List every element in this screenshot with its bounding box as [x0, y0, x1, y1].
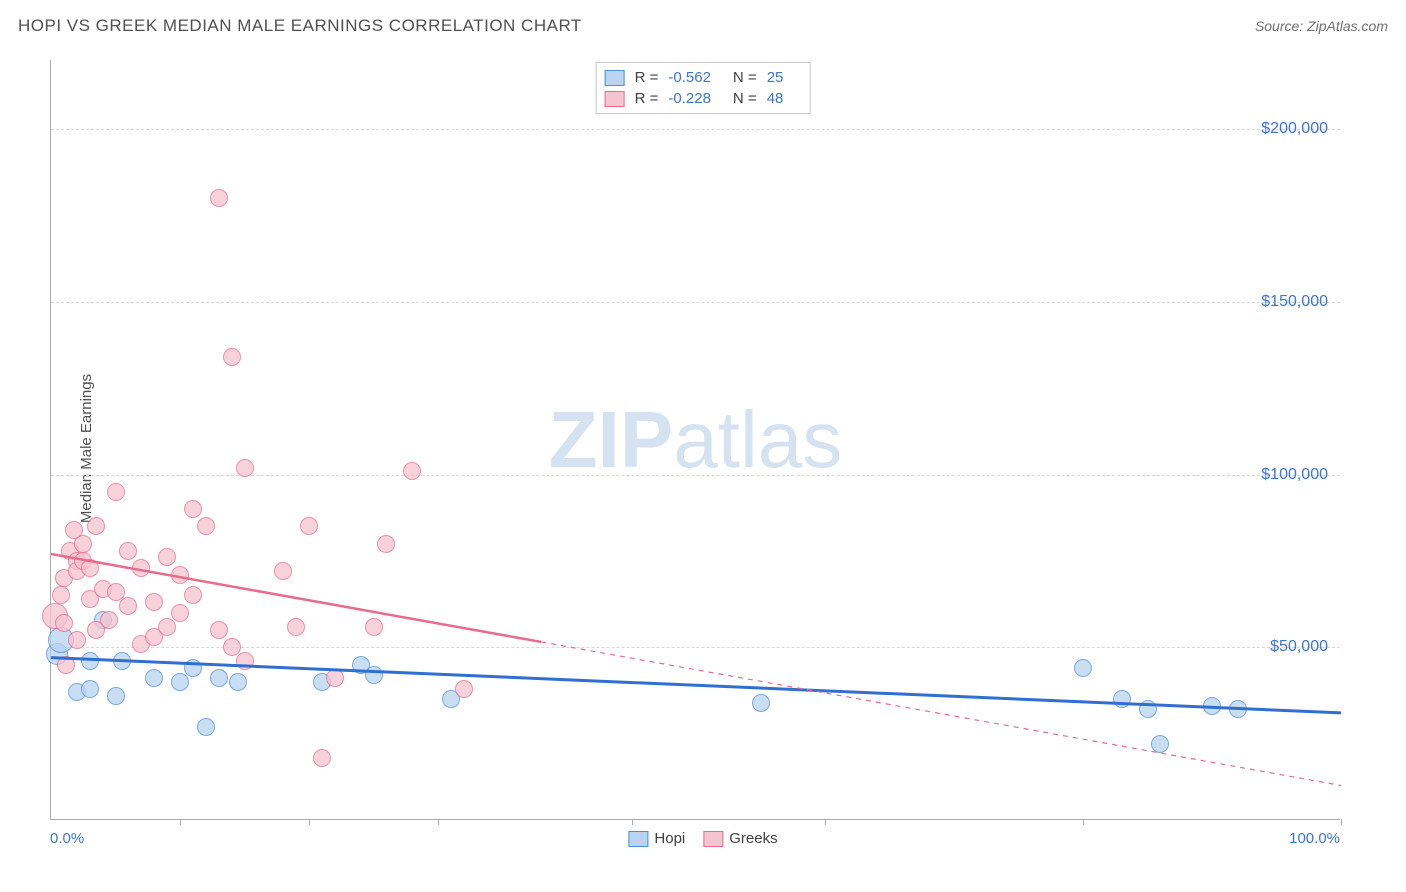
- data-point: [158, 548, 176, 566]
- data-point: [210, 669, 228, 687]
- legend-swatch: [628, 831, 648, 847]
- legend-entry: Greeks: [703, 830, 777, 847]
- x-axis-max-label: 100.0%: [1289, 830, 1340, 847]
- data-point: [313, 749, 331, 767]
- data-point: [197, 517, 215, 535]
- legend-swatch: [703, 831, 723, 847]
- legend-swatch: [605, 70, 625, 86]
- data-point: [184, 500, 202, 518]
- gridline: [51, 647, 1340, 648]
- data-point: [81, 652, 99, 670]
- data-point: [377, 535, 395, 553]
- data-point: [52, 586, 70, 604]
- data-point: [184, 659, 202, 677]
- data-point: [113, 652, 131, 670]
- data-point: [171, 604, 189, 622]
- scatter-plot: ZIPatlas $50,000 $100,000 $150,000 $200,000: [50, 60, 1340, 820]
- x-tick: [1083, 819, 1084, 825]
- data-point: [132, 559, 150, 577]
- x-axis-min-label: 0.0%: [50, 830, 84, 847]
- data-point: [119, 542, 137, 560]
- legend-label: Greeks: [729, 830, 777, 847]
- legend-row: R =-0.562N =25: [605, 67, 796, 88]
- data-point: [274, 562, 292, 580]
- data-point: [403, 462, 421, 480]
- data-point: [223, 348, 241, 366]
- y-tick-label: $200,000: [1261, 120, 1328, 138]
- data-point: [326, 669, 344, 687]
- watermark: ZIPatlas: [549, 394, 842, 486]
- data-point: [145, 669, 163, 687]
- data-point: [1203, 697, 1221, 715]
- data-point: [107, 687, 125, 705]
- data-point: [236, 652, 254, 670]
- data-point: [87, 517, 105, 535]
- data-point: [210, 621, 228, 639]
- data-point: [57, 656, 75, 674]
- y-tick-label: $100,000: [1261, 466, 1328, 484]
- x-tick: [1341, 819, 1342, 825]
- data-point: [74, 535, 92, 553]
- data-point: [300, 517, 318, 535]
- data-point: [171, 673, 189, 691]
- correlation-legend: R =-0.562N =25R =-0.228N =48: [596, 62, 811, 114]
- data-point: [1139, 700, 1157, 718]
- data-point: [287, 618, 305, 636]
- y-tick-label: $50,000: [1270, 638, 1328, 656]
- chart-title: HOPI VS GREEK MEDIAN MALE EARNINGS CORRE…: [18, 16, 582, 36]
- legend-swatch: [605, 91, 625, 107]
- data-point: [107, 483, 125, 501]
- data-point: [1229, 700, 1247, 718]
- data-point: [81, 559, 99, 577]
- x-tick: [309, 819, 310, 825]
- data-point: [100, 611, 118, 629]
- data-point: [158, 618, 176, 636]
- data-point: [1074, 659, 1092, 677]
- data-point: [81, 680, 99, 698]
- data-point: [145, 593, 163, 611]
- data-point: [210, 189, 228, 207]
- data-point: [752, 694, 770, 712]
- data-point: [455, 680, 473, 698]
- x-tick: [438, 819, 439, 825]
- data-point: [197, 718, 215, 736]
- y-tick-label: $150,000: [1261, 293, 1328, 311]
- data-point: [229, 673, 247, 691]
- data-point: [55, 614, 73, 632]
- gridline: [51, 302, 1340, 303]
- legend-entry: Hopi: [628, 830, 685, 847]
- data-point: [1151, 735, 1169, 753]
- data-point: [1113, 690, 1131, 708]
- data-point: [171, 566, 189, 584]
- data-point: [119, 597, 137, 615]
- data-point: [184, 586, 202, 604]
- x-tick: [180, 819, 181, 825]
- data-point: [365, 618, 383, 636]
- gridline: [51, 129, 1340, 130]
- x-tick: [632, 819, 633, 825]
- x-tick: [825, 819, 826, 825]
- data-point: [68, 631, 86, 649]
- legend-label: Hopi: [654, 830, 685, 847]
- data-point: [365, 666, 383, 684]
- source-credit: Source: ZipAtlas.com: [1255, 18, 1388, 34]
- legend-row: R =-0.228N =48: [605, 88, 796, 109]
- series-legend: Hopi Greeks: [628, 830, 777, 847]
- data-point: [236, 459, 254, 477]
